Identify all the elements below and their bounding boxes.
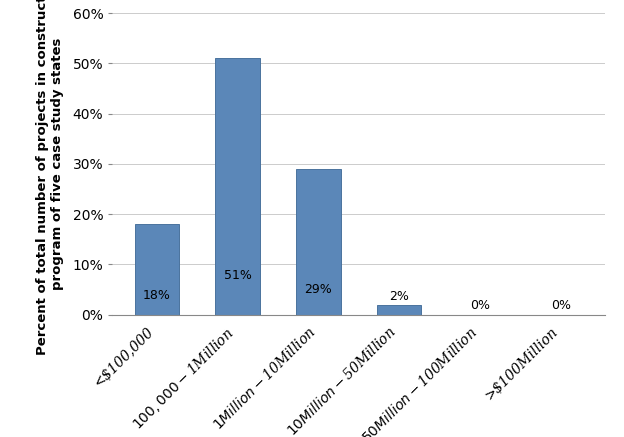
Text: 51%: 51%: [224, 269, 251, 282]
Bar: [296, 169, 341, 315]
Text: 18%: 18%: [143, 289, 171, 302]
Y-axis label: Percent of total number of projects in construction
program of five case study s: Percent of total number of projects in c…: [36, 0, 64, 355]
Bar: [215, 59, 260, 315]
Text: 29%: 29%: [305, 283, 333, 296]
Bar: [377, 305, 421, 315]
Bar: [135, 224, 179, 315]
Text: 0%: 0%: [470, 299, 490, 312]
Text: 0%: 0%: [550, 299, 571, 312]
Text: 2%: 2%: [389, 290, 409, 302]
